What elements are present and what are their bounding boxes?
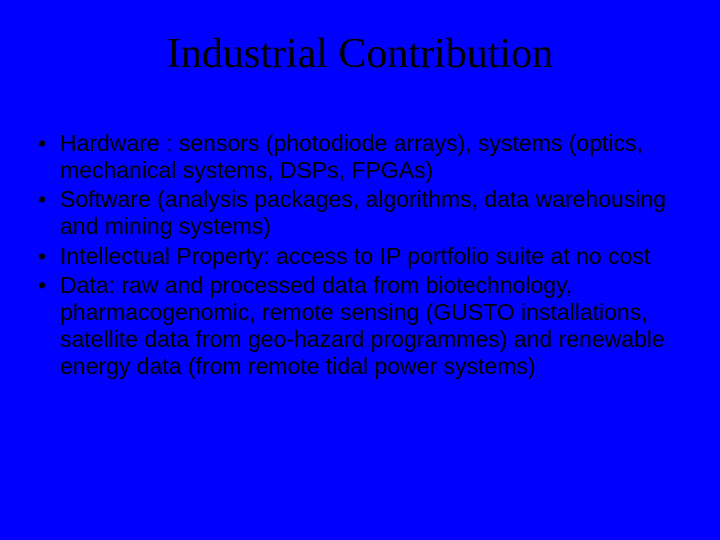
list-item: Data: raw and processed data from biotec…: [38, 272, 690, 381]
bullet-text: Hardware : sensors (photodiode arrays), …: [60, 130, 643, 183]
list-item: Software (analysis packages, algorithms,…: [38, 186, 690, 240]
list-item: Intellectual Property: access to IP port…: [38, 243, 690, 270]
bullet-text: Data: raw and processed data from biotec…: [60, 272, 665, 379]
bullet-text: Intellectual Property: access to IP port…: [60, 243, 650, 269]
slide: Industrial Contribution Hardware : senso…: [0, 0, 720, 540]
list-item: Hardware : sensors (photodiode arrays), …: [38, 130, 690, 184]
bullet-text: Software (analysis packages, algorithms,…: [60, 186, 666, 239]
slide-title: Industrial Contribution: [30, 30, 690, 78]
bullet-list: Hardware : sensors (photodiode arrays), …: [30, 130, 690, 380]
